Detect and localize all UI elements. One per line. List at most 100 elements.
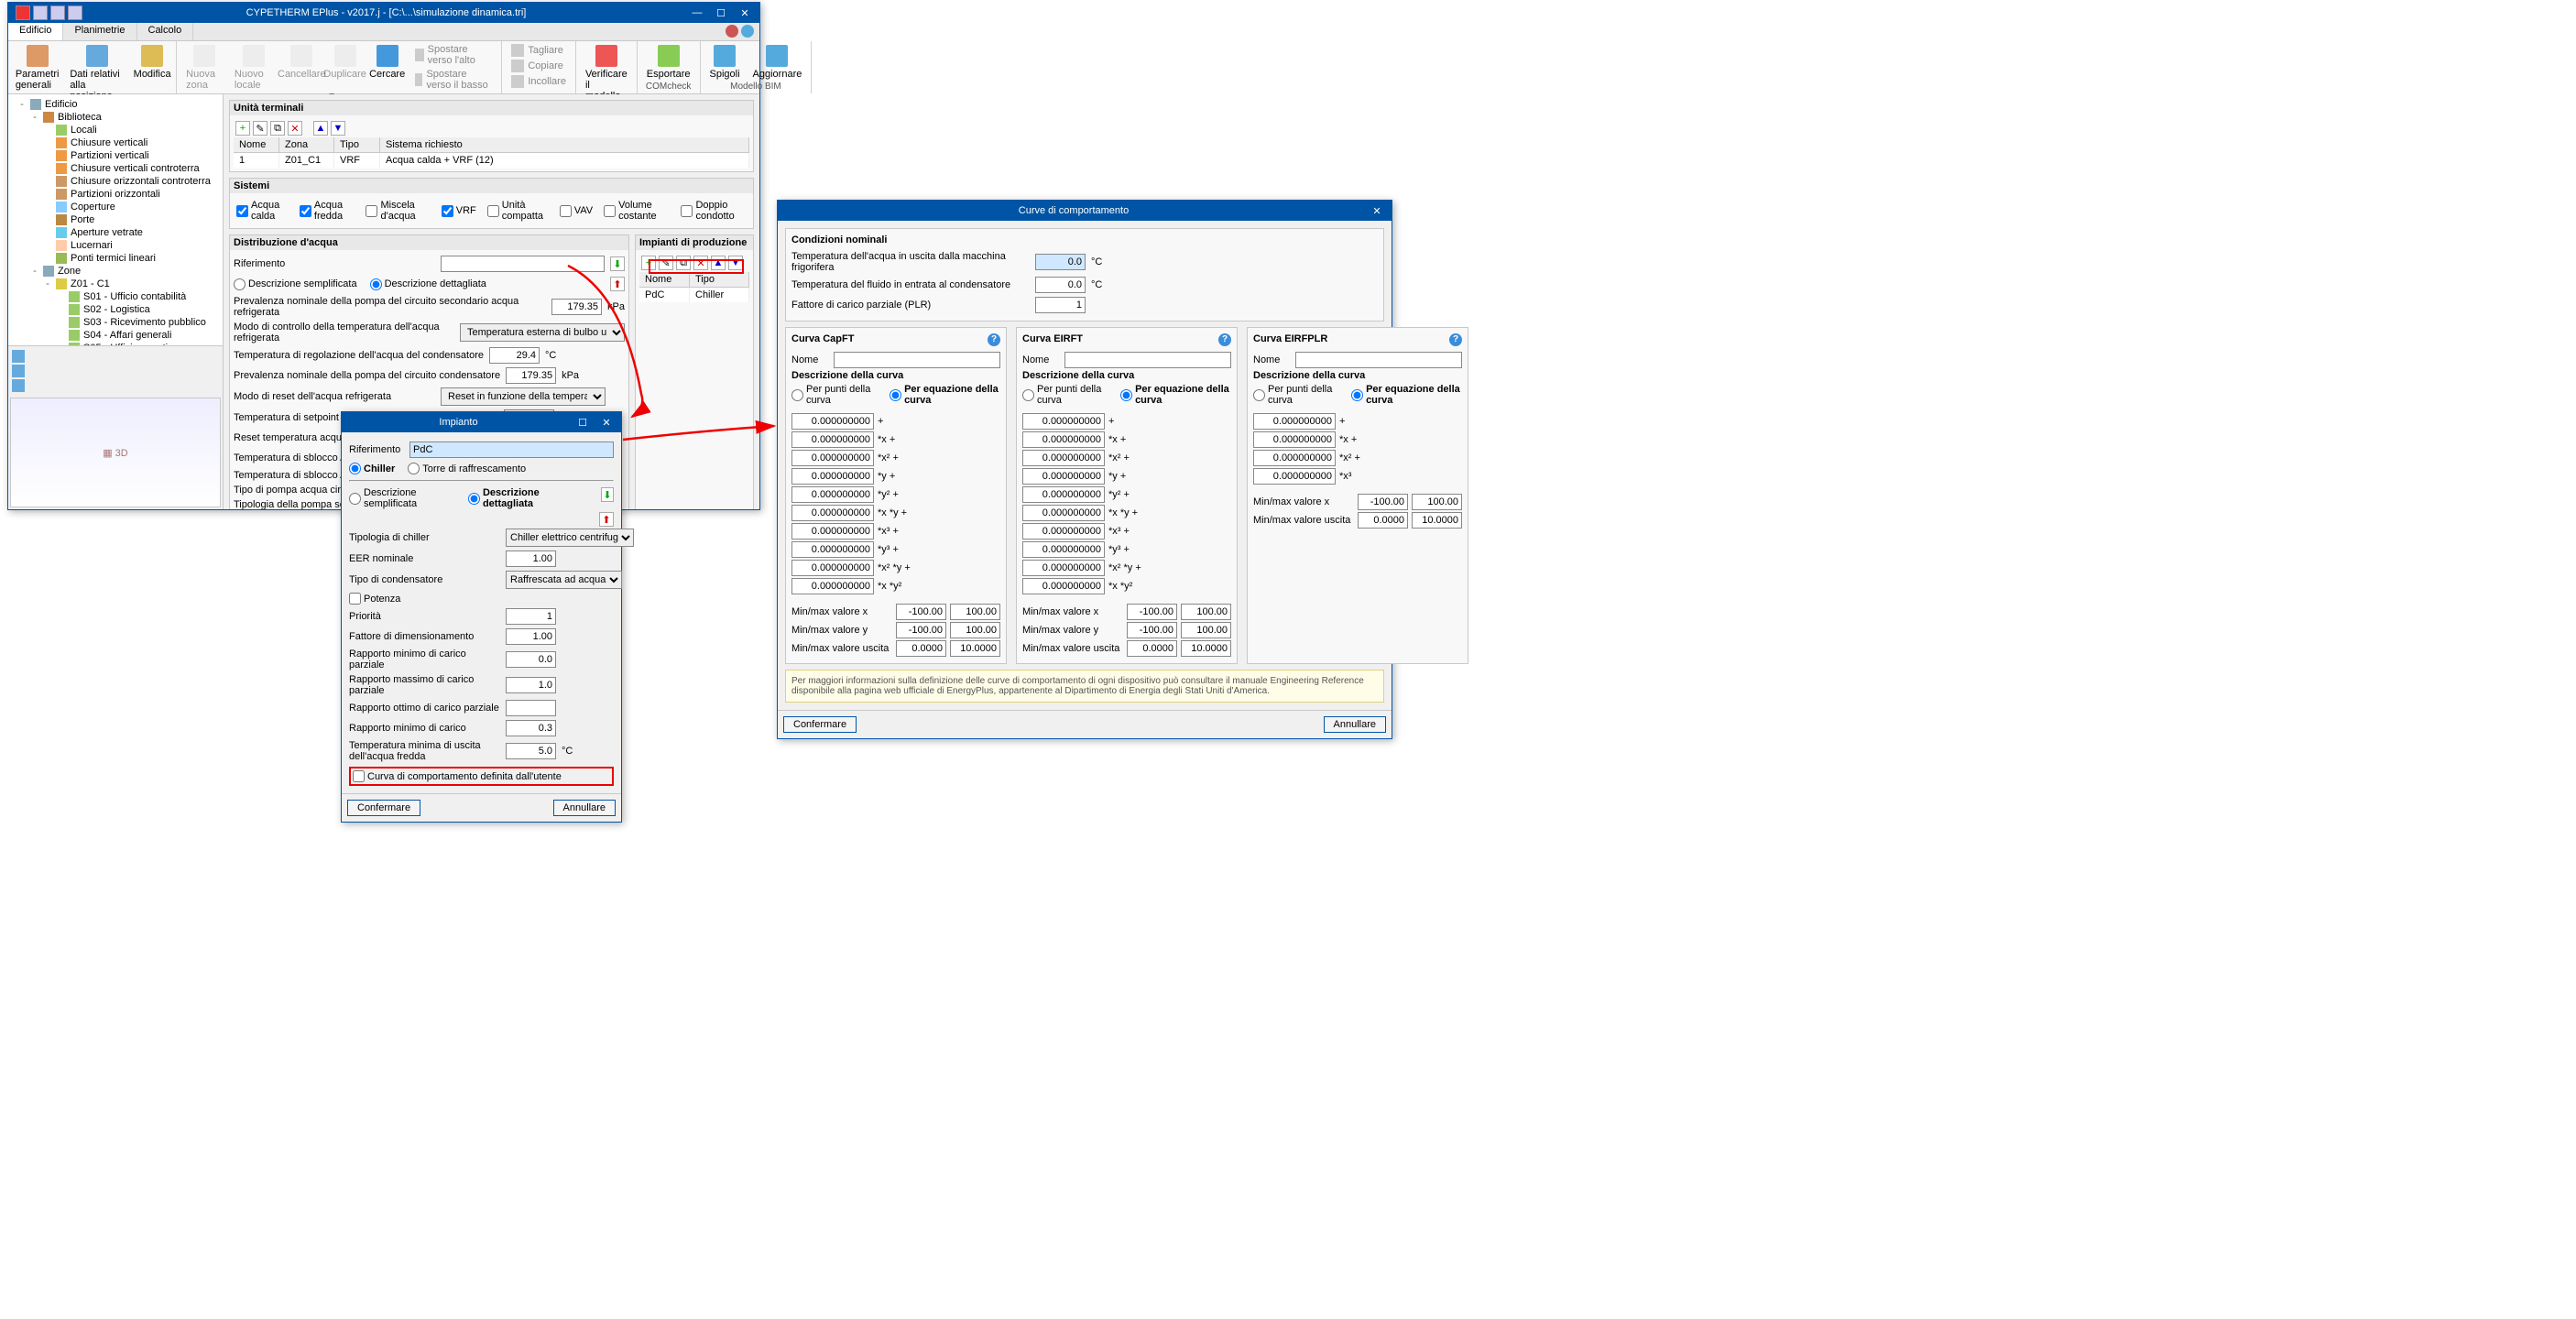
- cond-input[interactable]: [1035, 297, 1086, 313]
- coef-input[interactable]: [791, 431, 874, 448]
- btn-copiare[interactable]: Copiare: [508, 59, 570, 73]
- coef-input[interactable]: [791, 468, 874, 485]
- tree-item[interactable]: Porte: [12, 213, 219, 226]
- add-icon[interactable]: +: [641, 256, 656, 270]
- btn-aggiornare[interactable]: Aggiornare: [749, 43, 806, 82]
- impianto-row[interactable]: PdC Chiller: [639, 288, 749, 302]
- max-input[interactable]: [1412, 512, 1462, 529]
- up-icon[interactable]: ▲: [711, 256, 726, 270]
- curve-nome-input[interactable]: [834, 352, 1000, 368]
- min-input[interactable]: [1127, 604, 1177, 620]
- check-sistema[interactable]: Unità compatta: [487, 200, 549, 222]
- min-input[interactable]: [1127, 622, 1177, 638]
- tab-edificio[interactable]: Edificio: [8, 23, 63, 40]
- edit-icon[interactable]: ✎: [659, 256, 673, 270]
- coef-input[interactable]: [791, 486, 874, 503]
- btn-esportare[interactable]: Esportare: [643, 43, 694, 82]
- qat-save-icon[interactable]: [33, 5, 48, 20]
- tree-item[interactable]: -Zone: [12, 265, 219, 278]
- check-sistema[interactable]: Doppio condotto: [681, 200, 746, 222]
- coef-input[interactable]: [1253, 468, 1336, 485]
- qat-redo-icon[interactable]: [68, 5, 82, 20]
- preview-3d[interactable]: ▦ 3D: [10, 398, 221, 507]
- imp-input[interactable]: [506, 628, 556, 645]
- tree-item[interactable]: Lucernari: [12, 239, 219, 252]
- tree-item[interactable]: -Z01 - C1: [12, 278, 219, 290]
- coef-input[interactable]: [1253, 431, 1336, 448]
- tree-item[interactable]: -Edificio: [12, 98, 219, 111]
- cancel-button[interactable]: Annullare: [1324, 716, 1386, 733]
- coef-input[interactable]: [1022, 468, 1105, 485]
- coef-input[interactable]: [1022, 523, 1105, 540]
- btn-spigoli[interactable]: Spigoli: [706, 43, 744, 82]
- radio-per-eq[interactable]: Per equazione della curva: [1120, 384, 1231, 406]
- tree-item[interactable]: Locali: [12, 124, 219, 136]
- copy-icon[interactable]: ⧉: [270, 121, 285, 136]
- check-sistema[interactable]: Miscela d'acqua: [366, 200, 430, 222]
- min-input[interactable]: [896, 640, 946, 657]
- viewplan-icon[interactable]: [12, 365, 25, 377]
- delete-icon[interactable]: ✕: [288, 121, 302, 136]
- min-input[interactable]: [896, 604, 946, 620]
- maximize-button[interactable]: ☐: [572, 414, 594, 431]
- help-icon[interactable]: [741, 25, 754, 38]
- coef-input[interactable]: [1022, 578, 1105, 594]
- dist-input[interactable]: [506, 367, 556, 384]
- tree-panel[interactable]: -Edificio-Biblioteca Locali Chiusure ver…: [8, 94, 224, 345]
- imp-input[interactable]: [506, 720, 556, 736]
- tree-item[interactable]: S02 - Logistica: [12, 303, 219, 316]
- delete-icon[interactable]: ✕: [693, 256, 708, 270]
- radio-imp-simp[interactable]: Descrizione semplificata: [349, 487, 455, 509]
- imp-input[interactable]: [506, 608, 556, 625]
- radio-per-eq[interactable]: Per equazione della curva: [890, 384, 1000, 406]
- cancel-button[interactable]: Annullare: [553, 800, 616, 816]
- curve-nome-input[interactable]: [1064, 352, 1231, 368]
- max-input[interactable]: [950, 640, 1000, 657]
- viewsection-icon[interactable]: [12, 379, 25, 392]
- view3d-icon[interactable]: [12, 350, 25, 363]
- btn-sposta-alto[interactable]: Spostare verso l'alto: [411, 43, 497, 67]
- help-icon[interactable]: ?: [1218, 333, 1231, 346]
- radio-per-punti[interactable]: Per punti della curva: [791, 384, 877, 406]
- tree-item[interactable]: Coperture: [12, 201, 219, 213]
- check-sistema[interactable]: Acqua calda: [236, 200, 289, 222]
- coef-input[interactable]: [791, 541, 874, 558]
- imp-select[interactable]: Chiller elettrico centrifugo: [506, 529, 634, 547]
- export-icon[interactable]: ⬆: [599, 512, 614, 527]
- btn-incollare[interactable]: Incollare: [508, 74, 570, 89]
- radio-per-punti[interactable]: Per punti della curva: [1022, 384, 1108, 406]
- export-icon[interactable]: ⬆: [610, 277, 625, 291]
- up-icon[interactable]: ▲: [313, 121, 328, 136]
- radio-per-eq[interactable]: Per equazione della curva: [1351, 384, 1462, 406]
- dist-input[interactable]: [551, 299, 602, 315]
- coef-input[interactable]: [1253, 450, 1336, 466]
- radio-desc-simp[interactable]: Descrizione semplificata: [234, 277, 357, 291]
- help-icon[interactable]: ?: [988, 333, 1000, 346]
- radio-chiller[interactable]: Chiller: [349, 463, 395, 474]
- imp-input[interactable]: [506, 700, 556, 716]
- check-sistema[interactable]: Acqua fredda: [300, 200, 355, 222]
- coef-input[interactable]: [791, 505, 874, 521]
- tree-item[interactable]: S01 - Ufficio contabilità: [12, 290, 219, 303]
- tab-planimetrie[interactable]: Planimetrie: [63, 23, 136, 40]
- check-sistema[interactable]: VAV: [560, 200, 593, 222]
- tree-item[interactable]: Chiusure orizzontali controterra: [12, 175, 219, 188]
- table-row[interactable]: 1 Z01_C1 VRF Acqua calda + VRF (12): [234, 153, 749, 168]
- tree-item[interactable]: Aperture vetrate: [12, 226, 219, 239]
- max-input[interactable]: [1181, 640, 1231, 657]
- coef-input[interactable]: [1022, 431, 1105, 448]
- dist-select[interactable]: Reset in funzione della temperatura este…: [441, 387, 606, 406]
- max-input[interactable]: [950, 604, 1000, 620]
- tree-item[interactable]: Chiusure verticali: [12, 136, 219, 149]
- check-curva-utente[interactable]: Curva di comportamento definita dall'ute…: [353, 770, 610, 782]
- impianto-riferimento-input[interactable]: [409, 441, 614, 458]
- btn-tagliare[interactable]: Tagliare: [508, 43, 570, 58]
- max-input[interactable]: [950, 622, 1000, 638]
- tree-item[interactable]: -Biblioteca: [12, 111, 219, 124]
- cond-input[interactable]: [1035, 277, 1086, 293]
- radio-torre[interactable]: Torre di raffrescamento: [408, 463, 526, 474]
- coef-input[interactable]: [791, 560, 874, 576]
- min-input[interactable]: [1127, 640, 1177, 657]
- coef-input[interactable]: [1022, 486, 1105, 503]
- max-input[interactable]: [1181, 604, 1231, 620]
